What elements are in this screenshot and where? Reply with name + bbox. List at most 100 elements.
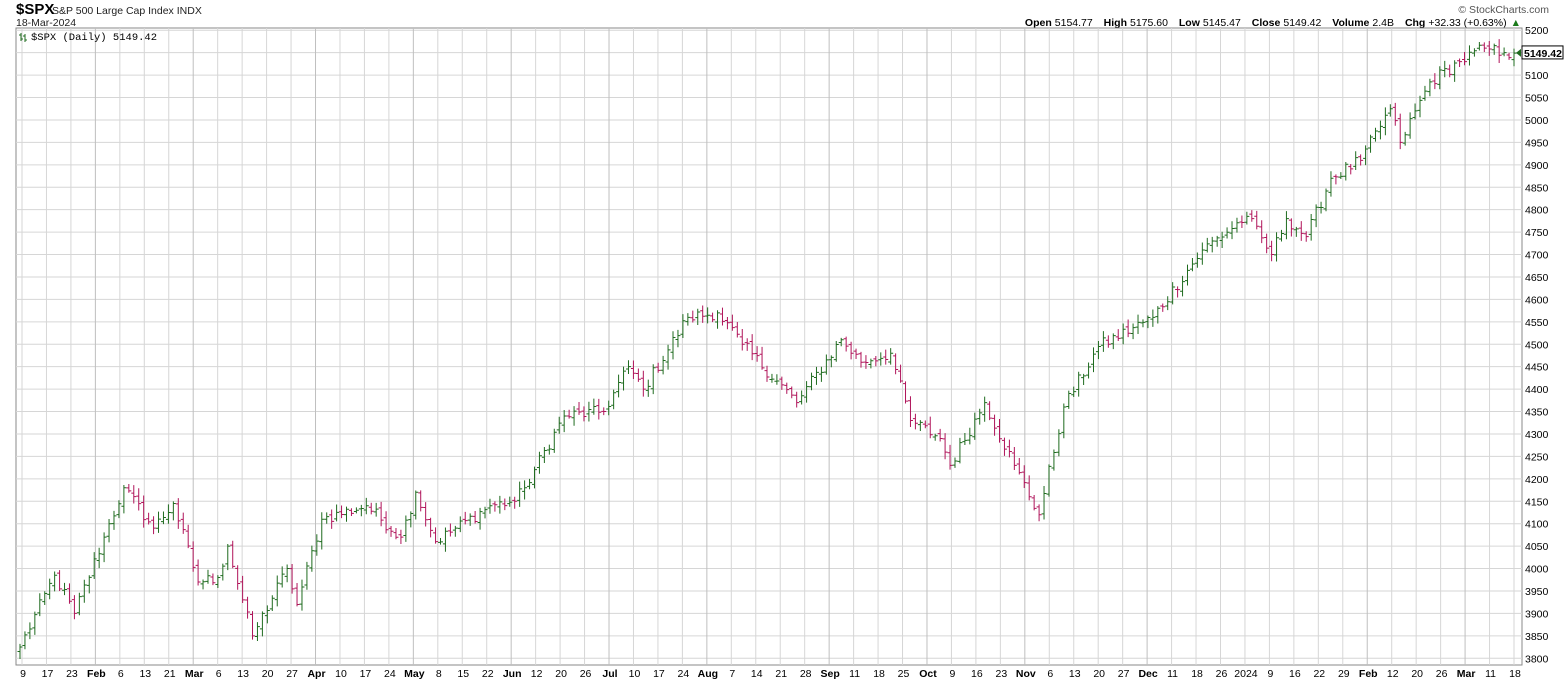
x-tick-label: 16 xyxy=(971,668,983,680)
ohlc-bar xyxy=(1432,73,1438,90)
x-tick-label: 11 xyxy=(1167,668,1178,680)
ohlc-bar xyxy=(932,433,938,441)
ohlc-bar xyxy=(1130,323,1136,340)
y-tick-label: 4800 xyxy=(1525,205,1549,217)
ohlc-bar xyxy=(695,308,701,326)
ohlc-bar xyxy=(912,413,918,430)
ohlc-bar xyxy=(1407,112,1413,139)
x-tick-label: 27 xyxy=(286,668,298,680)
ohlc-bar xyxy=(1501,47,1507,57)
ohlc-bar xyxy=(680,314,686,339)
ohlc-bar xyxy=(1368,134,1374,153)
ohlc-bar xyxy=(1095,340,1101,360)
ohlc-bar xyxy=(972,412,978,440)
ohlc-bar xyxy=(289,563,295,594)
ohlc-bar xyxy=(146,512,152,525)
y-tick-label: 4950 xyxy=(1525,137,1549,149)
ohlc-bar xyxy=(482,506,488,519)
ohlc-bar xyxy=(462,511,468,525)
ohlc-bar xyxy=(269,595,275,612)
ohlc-bar xyxy=(784,382,790,394)
y-tick-label: 4900 xyxy=(1525,160,1549,172)
x-tick-label: 17 xyxy=(360,668,372,680)
ohlc-bar xyxy=(467,513,473,526)
x-tick-label: 8 xyxy=(436,668,442,680)
ohlc-bar xyxy=(62,582,68,596)
legend: $SPX (Daily) 5149.42 xyxy=(19,32,157,44)
ohlc-bar xyxy=(967,427,973,445)
x-tick-label: Nov xyxy=(1016,668,1036,680)
ohlc-bar xyxy=(873,356,879,367)
ohlc-bar xyxy=(1298,221,1304,241)
ohlc-bar xyxy=(734,322,740,338)
x-tick-label: 29 xyxy=(1338,668,1350,680)
x-tick-label: 17 xyxy=(42,668,54,680)
ohlc-bar xyxy=(235,565,241,590)
x-tick-label: 16 xyxy=(1289,668,1301,680)
description-text: S&P 500 Large Cap Index xyxy=(52,5,174,17)
ohlc-bar xyxy=(1189,258,1195,272)
ohlc-bar xyxy=(576,402,582,415)
ohlc-bar xyxy=(729,314,735,331)
ohlc-bar xyxy=(888,348,894,365)
ohlc-bar xyxy=(1358,154,1364,166)
ohlc-bar xyxy=(274,575,280,607)
x-tick-label: 10 xyxy=(629,668,641,680)
ohlc-bar xyxy=(818,366,824,382)
volume-value: 2.4B xyxy=(1372,17,1395,29)
ohlc-bar xyxy=(1412,103,1418,120)
ohlc-bar xyxy=(1476,41,1482,51)
ohlc-bar xyxy=(215,575,221,589)
ohlc-bar xyxy=(442,527,448,552)
y-tick-label: 4850 xyxy=(1525,182,1549,194)
ohlc-bar xyxy=(1269,240,1275,262)
x-tick-label: 10 xyxy=(335,668,347,680)
ohlc-bar xyxy=(625,360,631,375)
ohlc-bar xyxy=(1387,104,1393,117)
y-tick-label: 5000 xyxy=(1525,115,1549,127)
ohlc-bar xyxy=(675,329,681,348)
symbol-description: S&P 500 Large Cap Index INDX xyxy=(52,5,202,17)
y-tick-label: 4100 xyxy=(1525,519,1549,531)
ohlc-bar xyxy=(754,346,760,362)
ohlc-bar xyxy=(403,515,409,542)
ohlc-bar xyxy=(165,504,171,524)
ohlc-bar xyxy=(1293,226,1299,237)
ohlc-bar xyxy=(922,420,928,429)
ohlc-bar xyxy=(1115,329,1121,342)
ohlc-bar xyxy=(141,495,147,528)
y-tick-label: 3900 xyxy=(1525,608,1549,620)
ohlc-bar xyxy=(522,480,528,500)
ohlc-bar xyxy=(279,566,285,588)
low-value: 5145.47 xyxy=(1202,17,1241,29)
ohlc-bar xyxy=(225,543,231,571)
chart-date: 18-Mar-2024 xyxy=(16,17,77,29)
ohlc-bar xyxy=(705,307,711,324)
ohlc-bar xyxy=(363,497,369,515)
ohlc-bar xyxy=(428,517,434,538)
x-tick-label: Jun xyxy=(503,668,522,680)
ohlc-bar xyxy=(170,501,176,521)
ohlc-bar xyxy=(116,500,122,519)
x-tick-label: 12 xyxy=(1387,668,1399,680)
x-tick-label: 20 xyxy=(1093,668,1105,680)
ohlc-bar xyxy=(1264,233,1270,254)
ohlc-bar xyxy=(1199,242,1205,265)
ohlc-bar xyxy=(1397,113,1403,150)
close-label: Close xyxy=(1251,17,1281,29)
ohlc-bar xyxy=(1402,131,1408,146)
ohlc-bar xyxy=(907,396,913,427)
ohlc-bar xyxy=(1234,217,1240,233)
x-tick-label: Dec xyxy=(1138,668,1157,680)
y-tick-label: 4350 xyxy=(1525,407,1549,419)
ohlc-bar xyxy=(71,595,77,620)
ohlc-bar xyxy=(240,575,246,604)
ohlc-bar xyxy=(344,506,350,522)
ohlc-bar xyxy=(408,511,414,528)
x-tick-label: Oct xyxy=(919,668,937,680)
ohlc-bar xyxy=(1219,231,1225,249)
ohlc-bar xyxy=(917,420,923,432)
ohlc-bar xyxy=(447,523,453,537)
chg-label: Chg xyxy=(1404,17,1426,29)
